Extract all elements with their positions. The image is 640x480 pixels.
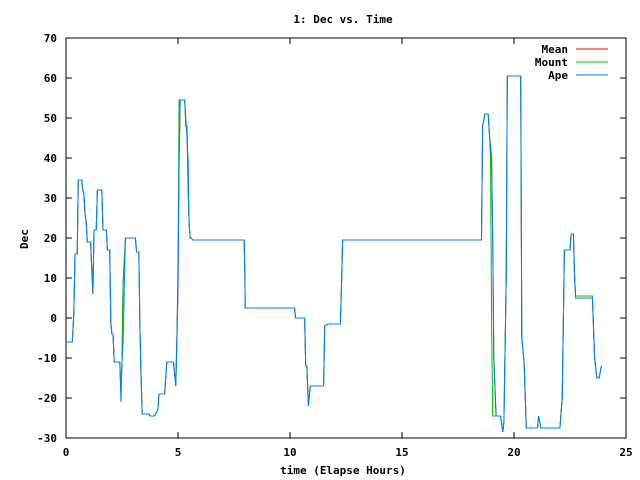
y-axis-label: Dec [18,229,31,249]
y-axis: -30 -20 -10 0 10 20 30 40 50 60 70 [37,32,626,445]
x-tick-label: 10 [283,446,296,459]
y-tick-label: 30 [44,192,57,205]
chart-title: 1: Dec vs. Time [293,13,393,26]
x-axis: 0 5 10 15 20 25 [63,38,633,459]
x-tick-label: 20 [507,446,520,459]
y-tick-label: 40 [44,152,57,165]
plot-border [65,37,627,439]
y-tick-label: 20 [44,232,57,245]
x-tick-label: 0 [63,446,70,459]
legend-label-ape: Ape [548,69,568,82]
x-axis-label: time (Elapse Hours) [280,464,406,477]
x-tick-label: 25 [619,446,632,459]
y-tick-label: 70 [44,32,57,45]
x-tick-label: 15 [395,446,408,459]
series-layer [66,75,602,433]
y-tick-label: 0 [50,312,57,325]
y-tick-label: -10 [37,352,57,365]
y-tick-label: 50 [44,112,57,125]
y-tick-label: -20 [37,392,57,405]
x-tick-label: 5 [175,446,182,459]
y-tick-label: 10 [44,272,57,285]
legend-label-mean: Mean [542,43,569,56]
series-line-ape [66,75,602,433]
y-tick-label: 60 [44,72,57,85]
plot-frame [65,37,627,439]
legend-label-mount: Mount [535,56,568,69]
y-tick-label: -30 [37,432,57,445]
